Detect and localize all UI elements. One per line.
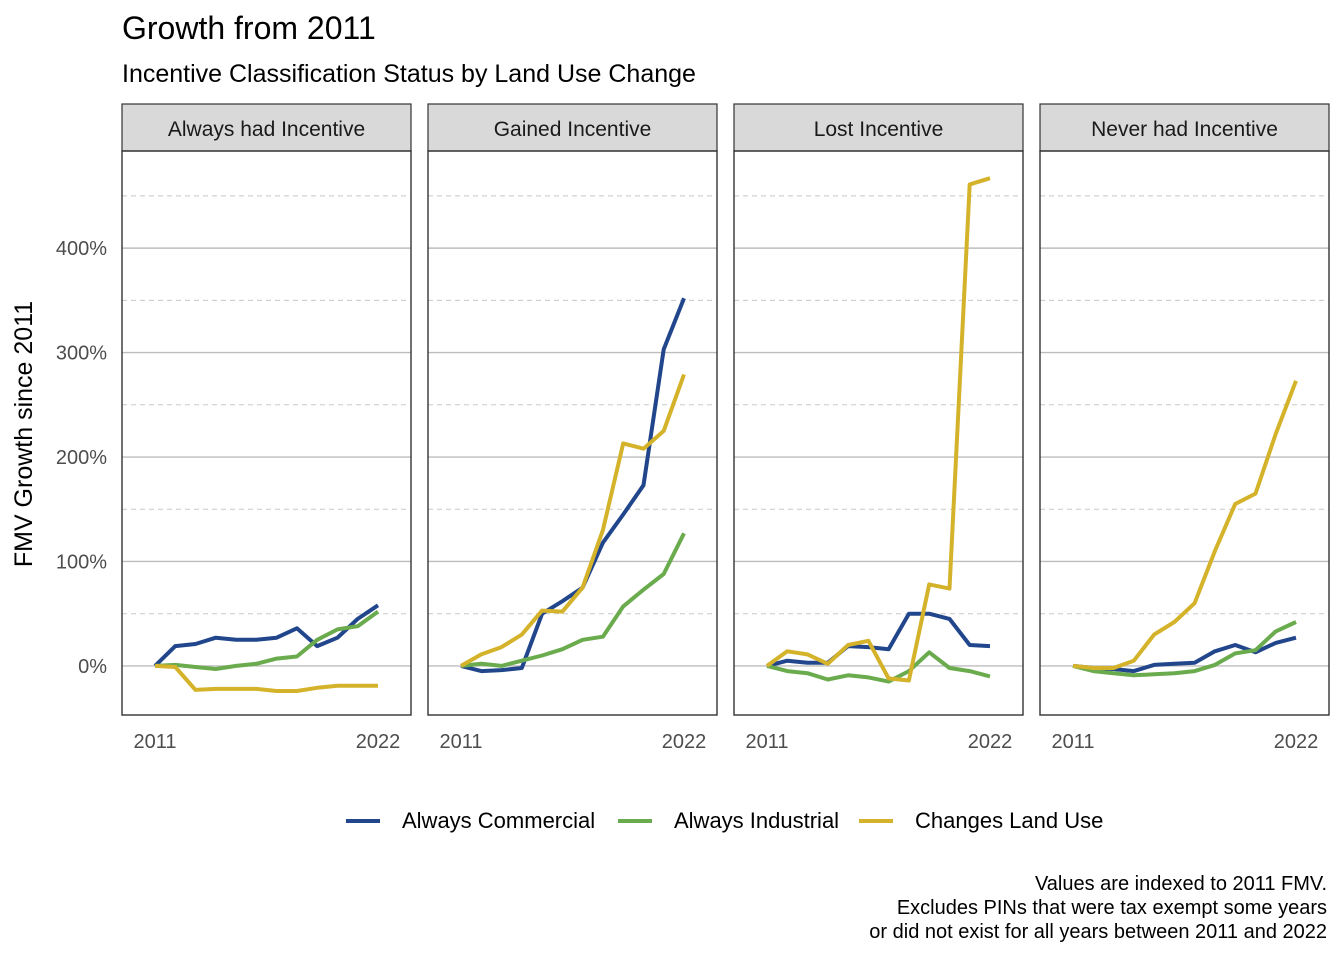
series-line-changes-land-use	[154, 663, 378, 693]
y-tick-label: 400%	[56, 238, 107, 260]
legend: Always Commercial Always Industrial Chan…	[0, 803, 1344, 843]
series-line-always-industrial	[766, 650, 991, 684]
legend-item-always-commercial: Always Commercial	[346, 803, 595, 839]
y-tick-label: 0%	[78, 656, 107, 678]
series-line-always-industrial	[460, 532, 686, 668]
facet-strip	[1039, 103, 1330, 152]
legend-item-always-industrial: Always Industrial	[618, 803, 839, 839]
legend-swatch-changes-land-use	[859, 819, 893, 823]
y-tick-label: 200%	[56, 447, 107, 469]
facet-strip-label: Never had Incentive	[1091, 118, 1278, 141]
caption-line-3: or did not exist for all years between 2…	[869, 921, 1327, 943]
facet-panel-gained-incentive: Gained Incentive 2011 2022	[427, 103, 718, 753]
caption: Values are indexed to 2011 FMV. Excludes…	[869, 872, 1327, 944]
facet-panel-lost-incentive: Lost Incentive 2011 2022	[733, 103, 1024, 753]
caption-line-1: Values are indexed to 2011 FMV.	[1034, 873, 1327, 895]
chart-title: Growth from 2011	[122, 10, 376, 46]
x-tick-label: 2022	[968, 731, 1013, 753]
y-tick-label: 300%	[56, 343, 107, 365]
legend-swatch-always-commercial	[346, 819, 380, 823]
legend-item-changes-land-use: Changes Land Use	[859, 803, 1103, 839]
series-line-changes-land-use	[1072, 380, 1298, 670]
x-tick-label: 2022	[662, 731, 707, 753]
series-line-always-commercial	[460, 297, 686, 674]
legend-label-always-commercial: Always Commercial	[402, 808, 596, 833]
series-line-always-industrial	[1072, 620, 1297, 678]
facet-strip-label: Always had Incentive	[168, 118, 365, 141]
series-line-changes-land-use	[460, 373, 686, 668]
x-tick-label: 2011	[1051, 731, 1094, 753]
x-tick-label: 2022	[1274, 731, 1319, 753]
facet-panel-never-had-incentive: Never had Incentive 2011 2022	[1039, 103, 1330, 753]
x-tick-label: 2011	[745, 731, 788, 753]
series-line-always-industrial	[154, 609, 380, 671]
legend-swatch-always-industrial	[618, 819, 652, 823]
panel-border	[427, 150, 718, 716]
y-axis-title: FMV Growth since 2011	[10, 301, 38, 567]
faceted-line-chart: FMV Growth since 2011 0% 100% 200% 300% 400%…	[10, 103, 1330, 753]
series-line-changes-land-use	[765, 176, 991, 683]
facet-strip-label: Lost Incentive	[814, 118, 944, 141]
x-tick-label: 2011	[439, 731, 482, 753]
series-line-always-commercial	[766, 611, 991, 668]
panel-border	[121, 150, 412, 716]
legend-label-always-industrial: Always Industrial	[674, 808, 840, 833]
panel-border	[1039, 150, 1330, 716]
facet-panel-always-had-incentive: Always had Incentive 2011 2022	[121, 103, 412, 753]
legend-label-changes-land-use: Changes Land Use	[915, 808, 1104, 833]
series-line-always-commercial	[153, 603, 380, 668]
y-axis-ticks: 0% 100% 200% 300% 400%	[56, 238, 107, 678]
facet-strip	[733, 103, 1024, 152]
caption-line-2: Excludes PINs that were tax exempt some …	[896, 897, 1327, 919]
facet-strip-label: Gained Incentive	[494, 118, 652, 141]
facet-strip	[427, 103, 718, 152]
chart-subtitle: Incentive Classification Status by Land …	[122, 60, 696, 88]
x-tick-label: 2022	[356, 731, 401, 753]
y-tick-label: 100%	[56, 551, 107, 573]
panel-border	[733, 150, 1024, 716]
x-tick-label: 2011	[133, 731, 176, 753]
